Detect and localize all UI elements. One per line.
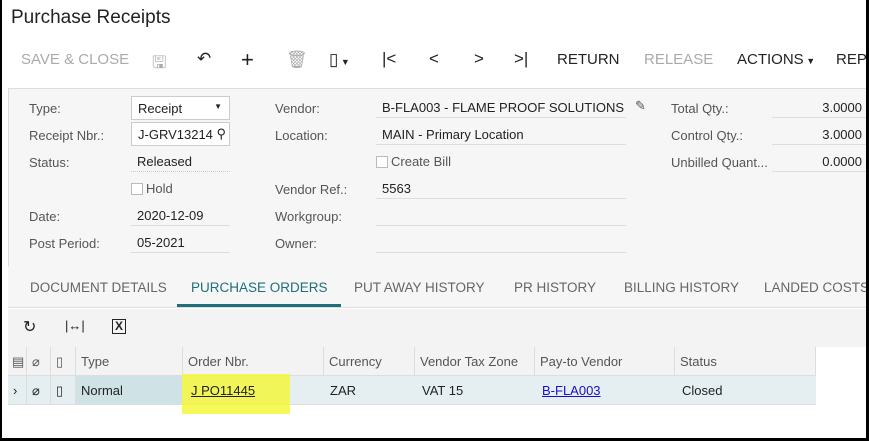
prev-icon[interactable]: < xyxy=(429,49,439,68)
control-qty-input[interactable]: 3.0000 xyxy=(772,123,866,145)
status-value: Released xyxy=(131,150,230,172)
vendor-ref-input[interactable]: 5563 xyxy=(376,177,626,199)
tab-billing-history[interactable]: BILLING HISTORY xyxy=(624,280,740,295)
total-qty-value: 3.0000 xyxy=(772,96,866,118)
first-icon[interactable]: |< xyxy=(382,49,397,68)
hold-checkbox[interactable]: Hold xyxy=(131,181,173,196)
col-currency[interactable]: Currency xyxy=(324,347,415,375)
search-icon[interactable]: ⚲ xyxy=(216,126,226,142)
page-title: Purchase Receipts xyxy=(11,7,171,28)
fit-columns-icon[interactable]: |↔| xyxy=(65,318,85,333)
dropdown-icon: ▼ xyxy=(214,102,222,111)
excel-export-icon[interactable]: X xyxy=(112,319,127,334)
col-pay-to-vendor[interactable]: Pay-to Vendor xyxy=(535,347,675,375)
refresh-icon[interactable]: ↻ xyxy=(23,319,37,336)
attachment-icon: ⌀ xyxy=(27,347,51,375)
tab-put-away-history[interactable]: PUT AWAY HISTORY xyxy=(354,280,485,295)
note-icon: ▯ xyxy=(51,347,76,375)
undo-icon[interactable]: ↶ xyxy=(197,49,212,68)
chevron-down-icon: ▼ xyxy=(803,56,816,66)
status-label: Status: xyxy=(29,155,70,170)
workgroup-label: Workgroup: xyxy=(275,209,342,224)
col-order-nbr[interactable]: Order Nbr. xyxy=(183,347,324,375)
create-bill-checkbox[interactable]: Create Bill xyxy=(376,154,451,169)
order-nbr-link[interactable]: J PO11445 xyxy=(191,383,256,398)
next-icon[interactable]: > xyxy=(474,49,484,68)
clipboard-icon[interactable]: ▯ ▼ xyxy=(329,50,350,69)
active-tab-indicator xyxy=(177,304,341,307)
date-input[interactable]: 2020-12-09 xyxy=(131,204,230,226)
save-close-button[interactable]: SAVE & CLOSE xyxy=(21,51,130,68)
reports-button[interactable]: REP xyxy=(836,51,866,68)
edit-pencil-icon[interactable]: ✎ xyxy=(635,98,646,113)
cell-vendor-tax-zone: VAT 15 xyxy=(422,383,464,398)
col-vendor-tax-zone[interactable]: Vendor Tax Zone xyxy=(415,347,535,375)
unbilled-qty-value: 0.0000 xyxy=(772,150,866,172)
receipt-nbr-label: Receipt Nbr.: xyxy=(29,128,105,143)
summary-form: Type: Receipt ▼ Receipt Nbr.: J-GRV13214 ⚲… xyxy=(8,88,866,266)
receipt-nbr-input[interactable]: J-GRV13214 ⚲ xyxy=(131,122,230,146)
grid-toolbar: ↻ |↔| X xyxy=(8,309,866,347)
type-label: Type: xyxy=(29,101,61,116)
post-period-label: Post Period: xyxy=(29,236,100,251)
vendor-input[interactable]: B-FLA003 - FLAME PROOF SOLUTIONS xyxy=(376,96,626,118)
grid-header-row: ▤ ⌀ ▯ Type Order Nbr. Currency Vendor Ta… xyxy=(8,347,816,376)
purchase-orders-grid: ▤ ⌀ ▯ Type Order Nbr. Currency Vendor Ta… xyxy=(8,347,816,405)
expand-chevron-icon[interactable]: › xyxy=(8,376,27,404)
receipt-nbr-value: J-GRV13214 xyxy=(138,127,213,142)
tab-purchase-orders[interactable]: PURCHASE ORDERS xyxy=(191,280,328,295)
tab-landed-costs[interactable]: LANDED COSTS xyxy=(764,280,866,295)
workgroup-input[interactable] xyxy=(376,204,626,226)
location-input[interactable]: MAIN - Primary Location xyxy=(376,123,626,145)
total-qty-label: Total Qty.: xyxy=(671,101,729,116)
hold-label: Hold xyxy=(146,181,173,196)
col-type[interactable]: Type xyxy=(76,347,183,375)
col-status[interactable]: Status xyxy=(675,347,816,375)
attachment-icon[interactable]: ⌀ xyxy=(27,376,51,404)
control-qty-label: Control Qty.: xyxy=(671,128,744,143)
checkbox-icon xyxy=(376,156,388,168)
note-icon[interactable]: ▯ xyxy=(51,376,76,404)
post-period-input[interactable]: 05-2021 xyxy=(131,231,230,253)
type-value: Receipt xyxy=(138,101,183,116)
cell-status: Closed xyxy=(682,383,723,398)
add-icon[interactable]: + xyxy=(241,47,254,72)
release-button[interactable]: RELEASE xyxy=(644,51,714,68)
date-label: Date: xyxy=(29,209,61,224)
owner-label: Owner: xyxy=(275,236,317,251)
vendor-ref-label: Vendor Ref.: xyxy=(275,182,348,197)
last-icon[interactable]: >| xyxy=(514,49,529,68)
checkbox-icon xyxy=(131,183,143,195)
highlight-marker xyxy=(182,374,290,414)
location-label: Location: xyxy=(275,128,328,143)
pay-to-vendor-link[interactable]: B-FLA003 xyxy=(542,383,601,398)
actions-button[interactable]: ACTIONS ▼ xyxy=(737,51,815,68)
cell-type[interactable]: Normal xyxy=(76,376,183,404)
type-select[interactable]: Receipt ▼ xyxy=(131,96,230,120)
tab-bar: DOCUMENT DETAILS PURCHASE ORDERS PUT AWA… xyxy=(8,266,866,308)
tab-document-details[interactable]: DOCUMENT DETAILS xyxy=(30,280,167,295)
owner-input[interactable] xyxy=(376,231,626,253)
return-button[interactable]: RETURN xyxy=(557,51,620,68)
cell-currency: ZAR xyxy=(330,383,356,398)
tab-pr-history[interactable]: PR HISTORY xyxy=(514,280,597,295)
vendor-label: Vendor: xyxy=(275,101,320,116)
unbilled-qty-label: Unbilled Quant... xyxy=(671,155,768,170)
table-row[interactable]: › ⌀ ▯ Normal xyxy=(8,376,816,405)
create-bill-label: Create Bill xyxy=(391,154,451,169)
row-selector-icon: ▤ xyxy=(8,347,27,375)
delete-icon[interactable]: 🗑 xyxy=(286,50,308,69)
actions-label: ACTIONS xyxy=(737,51,804,68)
save-icon[interactable]: 🖫 xyxy=(152,53,167,72)
